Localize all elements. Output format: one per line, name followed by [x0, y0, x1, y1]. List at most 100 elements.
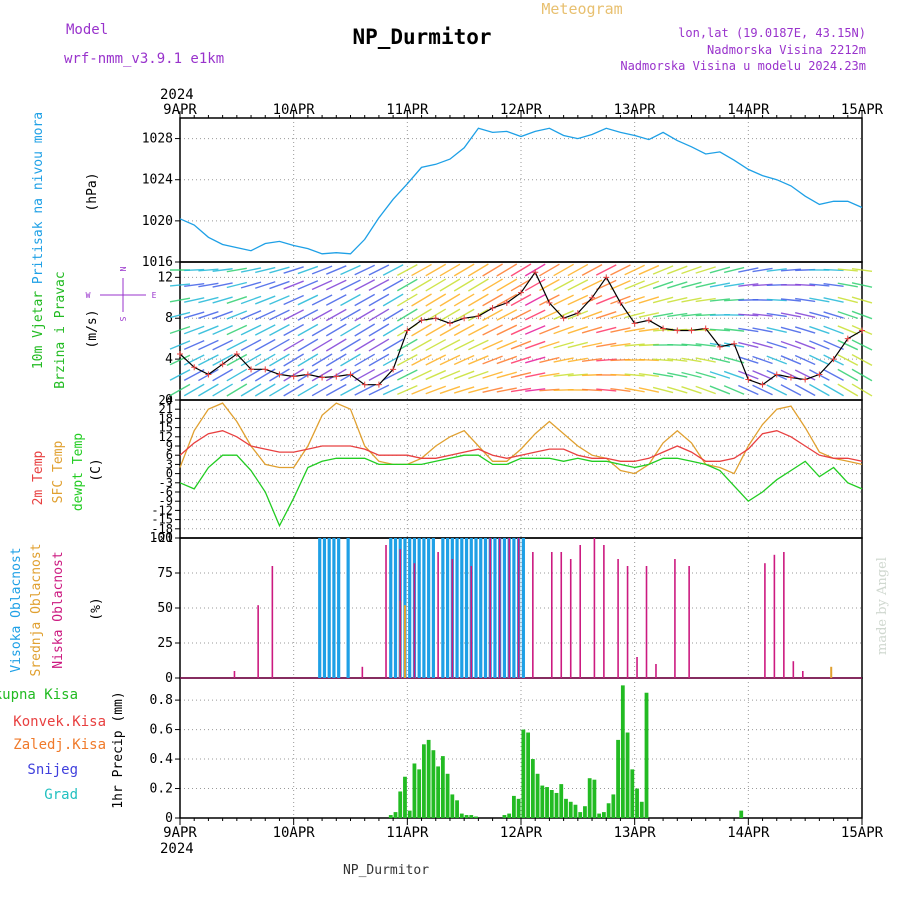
wind-gust-marker [702, 325, 709, 332]
cloud-bar-2 [470, 566, 473, 678]
wind-barb [638, 312, 660, 318]
wind-compass-icon: N S W E [86, 267, 157, 322]
wind-barb [553, 294, 574, 306]
wind-gust-marker [333, 373, 340, 380]
y-tick-label-wind: 4 [165, 352, 173, 367]
wind-axis-label-1: 10m Vjetar [31, 291, 46, 369]
wind-barb [254, 309, 276, 321]
compass-s: S [118, 317, 127, 322]
cloud-bar-2 [560, 552, 563, 678]
wind-barb [809, 311, 830, 319]
wind-barb [368, 278, 390, 292]
wind-barb [311, 338, 333, 352]
wind-barb [397, 369, 418, 381]
wind-barb [453, 293, 475, 307]
cloud-bar-2 [801, 671, 804, 678]
wind-barb [198, 354, 219, 366]
cloud-bar-0 [389, 538, 393, 678]
wind-barb [453, 386, 475, 394]
y-tick-label-temp: 9 [166, 439, 173, 453]
wind-barb [496, 387, 517, 393]
x-day-label-bottom: 11APR [386, 825, 429, 841]
cloud-bar-0 [460, 538, 464, 678]
wind-barb [667, 372, 688, 378]
wind-barb [254, 324, 276, 336]
y-tick-label-wind: 8 [165, 311, 173, 326]
wind-barb [453, 278, 475, 292]
wind-barb [439, 385, 461, 395]
wind-gust-marker [205, 371, 212, 378]
wind-barb [581, 342, 603, 348]
wind-gust-marker [461, 315, 468, 322]
wind-barb [752, 341, 773, 349]
wind-barb [212, 383, 233, 397]
cloud-bar-2 [437, 552, 439, 678]
wind-barb [794, 354, 816, 366]
precip-bar [469, 815, 474, 818]
cloud-bar-2 [792, 661, 795, 678]
wind-barb [596, 310, 617, 320]
wind-barb [553, 263, 574, 277]
cloud-bar-2 [569, 559, 572, 678]
wind-barb [724, 282, 745, 288]
wind-barb [411, 354, 432, 366]
wind-barb [695, 385, 716, 395]
cloud-bar-2 [636, 657, 638, 678]
plot-layer: 10161020102410280481224211815129630-3-6-… [142, 102, 884, 841]
wind-barb [283, 353, 305, 367]
wind-barb [738, 341, 759, 349]
wind-barb [382, 264, 404, 276]
wind-barb [212, 354, 233, 366]
y-tick-label-precip: 0.8 [150, 693, 173, 708]
wind-gust-marker [319, 374, 326, 381]
wind-barb [468, 324, 489, 336]
wind-gust-marker [802, 376, 809, 383]
wind-barb [240, 295, 262, 305]
wind-gust-marker [418, 317, 425, 324]
wind-barb [837, 296, 858, 304]
wind-barb [524, 278, 546, 292]
wind-barb [396, 308, 418, 322]
wind-barb [539, 309, 560, 321]
precip-bar [445, 773, 450, 818]
wind-barb [539, 263, 560, 277]
wind-barb [752, 327, 773, 333]
wind-barb [667, 386, 688, 394]
wind-barb [709, 356, 731, 364]
wind-barb [823, 311, 844, 319]
wind-barb [453, 354, 475, 366]
wind-barb [297, 353, 319, 367]
wind-barb [226, 339, 248, 351]
wind-barb [468, 370, 489, 380]
precip-bar [521, 729, 526, 818]
cloud-bar-2 [688, 566, 690, 678]
wind-gust-marker [489, 305, 496, 311]
precip-bar [583, 806, 587, 818]
wind-barb [169, 311, 191, 319]
cloud-bar-0 [346, 538, 350, 678]
precip-bar [739, 810, 744, 818]
wind-barb [411, 293, 432, 307]
wind-barb [297, 323, 319, 337]
wind-barb [596, 342, 617, 348]
x-day-label-bottom: 15APR [841, 825, 884, 841]
wind-barb [581, 279, 603, 291]
wind-gust-marker [219, 361, 226, 368]
wind-barb [823, 325, 844, 335]
wind-barb [254, 383, 276, 397]
wind-barb [667, 281, 688, 289]
precip-bar [644, 692, 649, 818]
wind-barb [283, 294, 304, 306]
x-day-label-top: 9APR [163, 102, 197, 118]
wind-barb [283, 383, 305, 397]
cloud-bar-0 [332, 538, 336, 678]
pressure-axis-label: Pritisak na nivou mora [31, 112, 46, 284]
cloud-bar-0 [337, 538, 341, 678]
wind-barb [425, 323, 447, 337]
y-tick-label-cloud: 100 [150, 531, 173, 546]
footer-station: NP_Durmitor [343, 863, 429, 878]
wind-barb [482, 371, 503, 379]
wind-gust-marker [191, 364, 198, 371]
wind-barb [766, 312, 787, 318]
wind-barb [553, 341, 574, 349]
